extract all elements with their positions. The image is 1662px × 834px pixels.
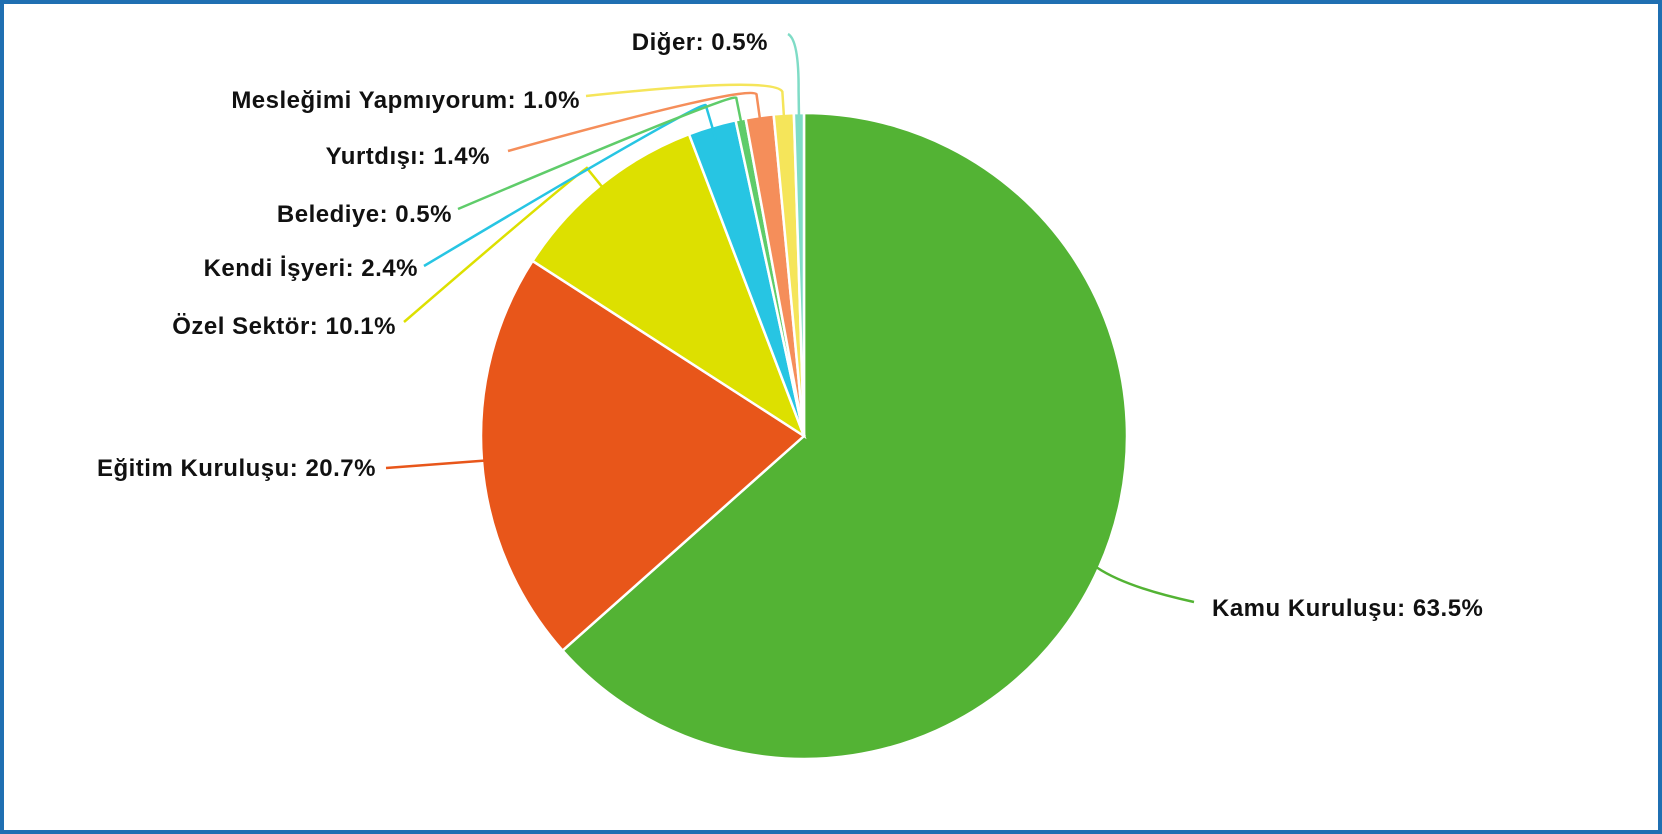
slice-label: Diğer: 0.5% (632, 29, 768, 56)
leader-line (457, 96, 745, 211)
slice-label: Eğitim Kuruluşu: 20.7% (97, 455, 376, 482)
pie-slices (479, 111, 1129, 761)
slice-labels: Kamu Kuruluşu: 63.5% Eğitim Kuruluşu: 20.… (97, 29, 1483, 622)
leader-line (585, 83, 786, 128)
slice-label: Özel Sektör: 10.1% (172, 313, 396, 340)
slice-label: Kamu Kuruluşu: 63.5% (1212, 595, 1483, 622)
leader-line (385, 459, 487, 470)
leader-line (787, 32, 801, 128)
slice-label: Belediye: 0.5% (277, 201, 452, 228)
slice-label: Mesleğimi Yapmıyorum: 1.0% (231, 87, 580, 114)
pie-chart: Kamu Kuruluşu: 63.5% Eğitim Kuruluşu: 20.… (97, 29, 1483, 761)
leader-line (1096, 566, 1195, 604)
leader-line (423, 103, 718, 268)
leader-lines (385, 32, 1195, 604)
leader-line (507, 91, 763, 153)
slice-label: Kendi İşyeri: 2.4% (204, 255, 418, 282)
slice-label: Yurtdışı: 1.4% (326, 143, 490, 170)
